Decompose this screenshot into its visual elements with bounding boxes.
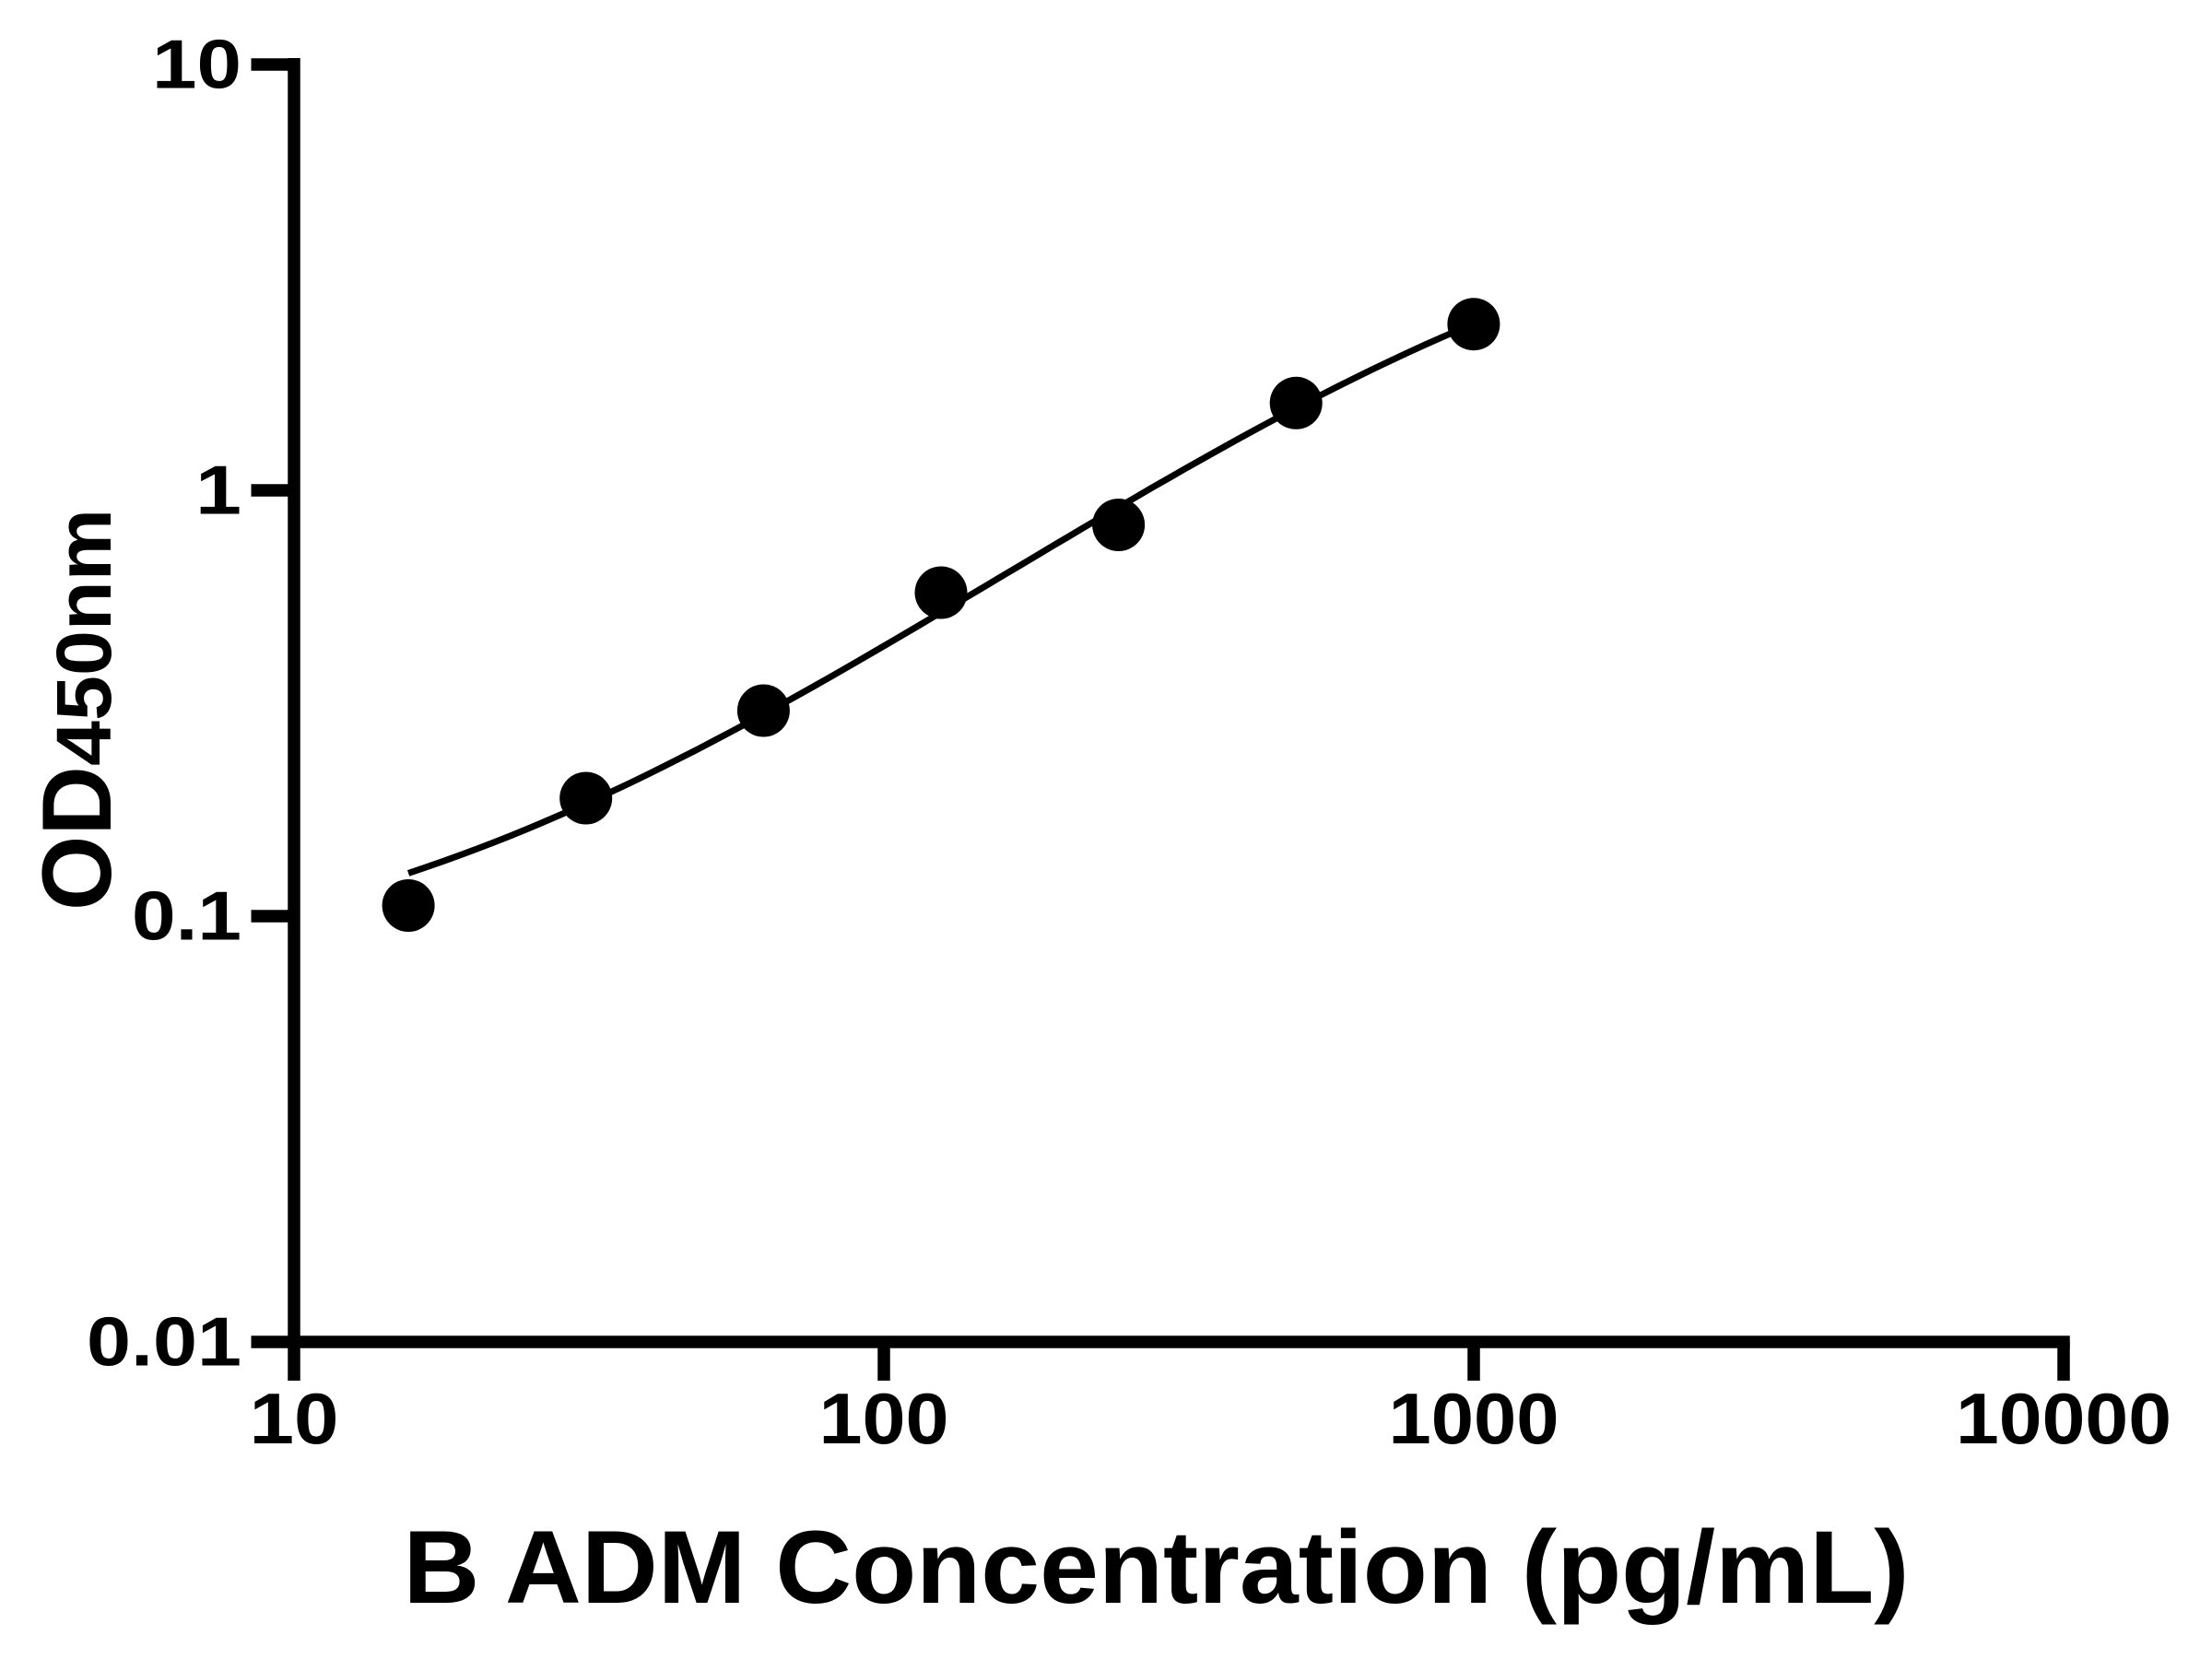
svg-text:OD450nm: OD450nm <box>21 509 132 911</box>
svg-text:0.01: 0.01 <box>87 1303 241 1381</box>
svg-text:B ADM Concentration (pg/mL): B ADM Concentration (pg/mL) <box>404 1510 1910 1625</box>
svg-text:1: 1 <box>195 452 241 529</box>
svg-text:1000: 1000 <box>1389 1378 1559 1459</box>
svg-text:10: 10 <box>250 1378 339 1459</box>
svg-text:100: 100 <box>819 1378 949 1459</box>
svg-text:0.1: 0.1 <box>132 877 241 955</box>
svg-text:10000: 10000 <box>1956 1378 2171 1459</box>
svg-text:10: 10 <box>152 26 241 103</box>
